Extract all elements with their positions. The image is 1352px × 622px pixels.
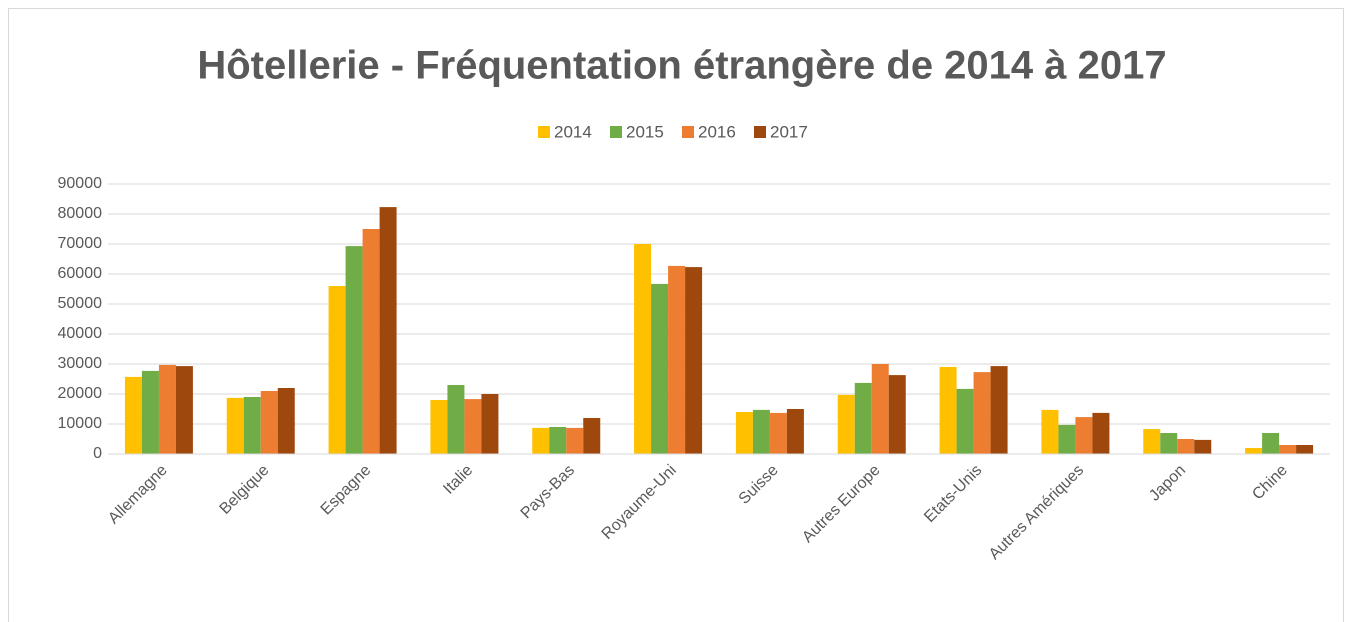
y-tick-label: 90000 <box>58 175 103 192</box>
bar <box>1160 433 1178 454</box>
bar <box>549 427 567 454</box>
legend-label: 2016 <box>698 122 736 141</box>
legend-label: 2014 <box>554 122 592 141</box>
bar <box>634 244 652 454</box>
bar <box>685 267 703 454</box>
bar <box>124 376 142 454</box>
y-tick-label: 10000 <box>58 415 103 432</box>
bar <box>345 246 363 454</box>
bar <box>668 265 686 454</box>
legend-swatch <box>538 126 550 138</box>
legend-label: 2015 <box>626 122 664 141</box>
bar <box>1092 412 1110 454</box>
bar <box>158 364 176 454</box>
bar <box>328 286 346 454</box>
bar <box>651 283 669 454</box>
bar <box>226 397 244 454</box>
bar <box>786 409 804 454</box>
bar <box>243 397 261 454</box>
legend-swatch <box>754 126 766 138</box>
bar <box>379 207 397 454</box>
y-tick-label: 80000 <box>58 205 103 222</box>
y-tick-label: 20000 <box>58 385 103 402</box>
bar <box>939 367 957 454</box>
bar <box>447 385 465 454</box>
bar <box>956 388 974 454</box>
bar <box>277 388 295 454</box>
bar <box>837 394 855 454</box>
legend-swatch <box>610 126 622 138</box>
bar <box>1262 433 1280 454</box>
y-tick-label: 30000 <box>58 355 103 372</box>
bar <box>430 400 448 454</box>
bar <box>1245 448 1263 454</box>
y-tick-label: 40000 <box>58 325 103 342</box>
bar <box>260 391 278 454</box>
legend-label: 2017 <box>770 122 808 141</box>
bar <box>362 229 380 454</box>
bar <box>888 375 906 454</box>
y-tick-label: 0 <box>93 445 102 462</box>
bar <box>752 409 770 454</box>
bar <box>583 418 601 454</box>
y-tick-label: 70000 <box>58 235 103 252</box>
bar <box>1279 445 1297 454</box>
bar <box>973 372 991 454</box>
chart-title: Hôtellerie - Fréquentation étrangère de … <box>197 44 1166 88</box>
bar <box>1041 409 1059 454</box>
bar <box>141 370 159 454</box>
bar <box>481 394 499 454</box>
bar <box>1143 429 1161 454</box>
bar <box>175 366 193 454</box>
bar <box>990 366 1008 454</box>
legend-swatch <box>682 126 694 138</box>
bar <box>871 364 889 454</box>
bar <box>566 427 584 454</box>
y-tick-label: 60000 <box>58 265 103 282</box>
bar <box>1194 439 1212 454</box>
y-tick-label: 50000 <box>58 295 103 312</box>
bar <box>464 399 482 454</box>
bar <box>735 412 753 454</box>
bar <box>1296 445 1314 454</box>
bar <box>769 412 787 454</box>
bar <box>1075 417 1093 454</box>
bar <box>1177 439 1195 454</box>
bar <box>1058 424 1076 454</box>
bar <box>854 382 872 454</box>
bar <box>532 427 550 454</box>
